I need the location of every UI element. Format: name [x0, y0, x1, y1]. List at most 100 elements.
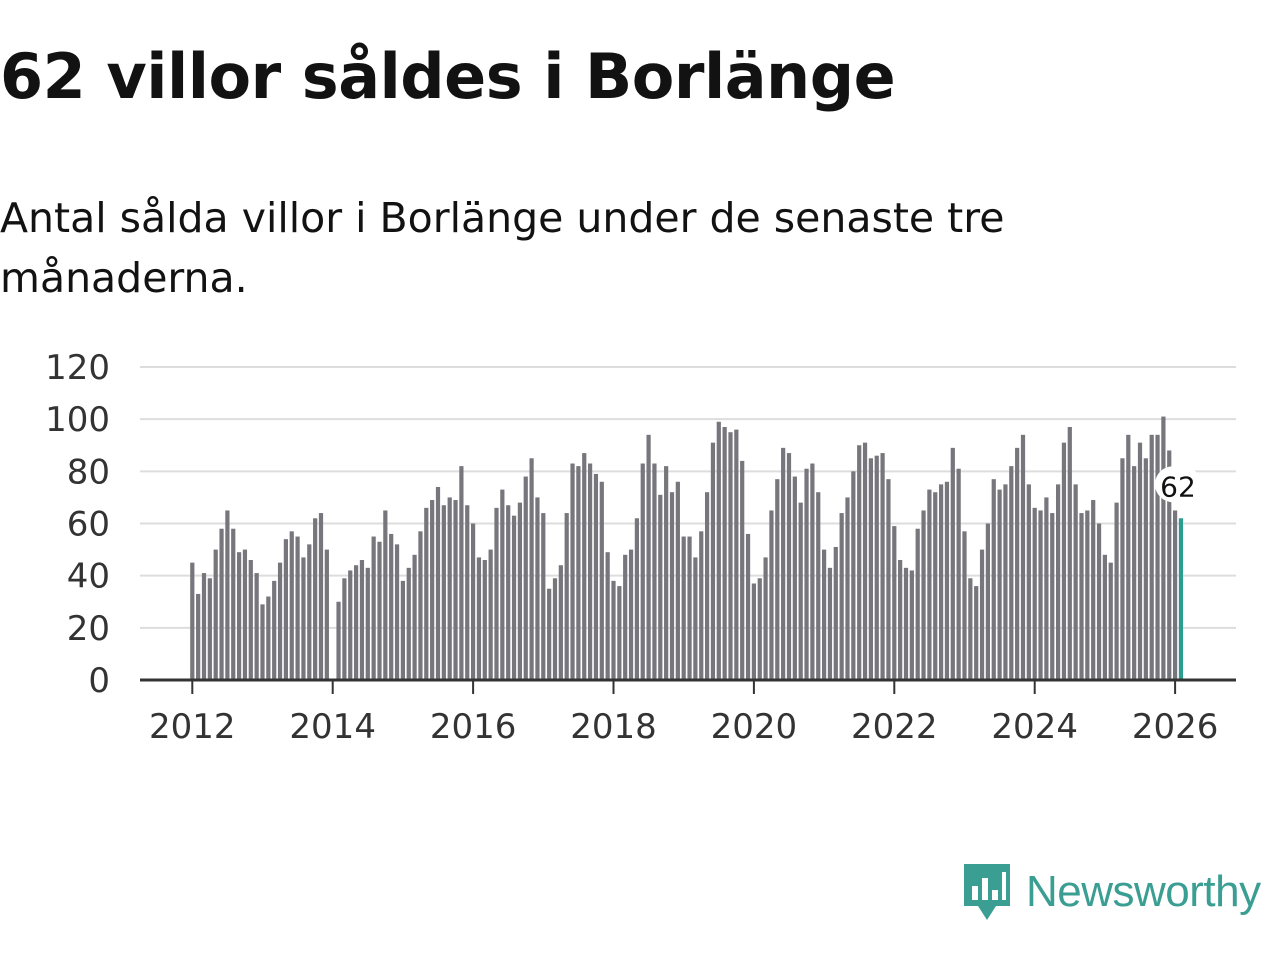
bar	[1079, 513, 1084, 680]
bar	[722, 426, 727, 680]
bar	[383, 510, 388, 680]
bar	[892, 526, 897, 680]
bar	[921, 510, 926, 680]
bar	[1044, 497, 1049, 680]
bar	[283, 539, 288, 680]
bar	[207, 578, 212, 680]
bar	[1038, 510, 1043, 680]
bar	[991, 479, 996, 680]
bar	[511, 515, 517, 680]
bar	[775, 479, 780, 680]
bar	[277, 562, 283, 681]
bar	[745, 533, 751, 680]
y-tick-label: 120	[45, 348, 110, 388]
bar	[213, 549, 218, 680]
bar	[430, 500, 435, 680]
bar	[1050, 513, 1055, 680]
bar	[564, 513, 569, 680]
bar	[886, 479, 891, 680]
bar	[1114, 502, 1119, 680]
bar	[529, 458, 534, 680]
bar	[231, 528, 236, 680]
y-tick-label: 60	[67, 505, 110, 545]
y-tick-label: 20	[67, 609, 110, 649]
bar	[599, 481, 604, 680]
bar	[582, 453, 587, 680]
x-tick-label: 2024	[991, 707, 1078, 747]
bar	[517, 502, 522, 680]
bar	[412, 554, 417, 680]
bar	[248, 560, 253, 680]
bar	[874, 455, 879, 680]
bar	[968, 578, 973, 680]
bar	[552, 578, 558, 680]
bar	[716, 421, 721, 680]
bar	[728, 432, 733, 680]
bar	[1085, 510, 1090, 680]
bar	[547, 588, 552, 680]
bar	[833, 546, 838, 680]
bar	[950, 447, 955, 680]
bar	[447, 497, 452, 680]
bar	[669, 492, 675, 680]
bar	[470, 523, 476, 680]
bar	[541, 513, 546, 680]
bar	[675, 481, 680, 680]
bar	[500, 489, 505, 680]
bar	[693, 557, 698, 680]
bar	[365, 567, 370, 680]
bar	[400, 580, 405, 680]
bar	[236, 552, 242, 680]
bar	[348, 570, 353, 680]
bar	[734, 429, 739, 680]
bar	[1178, 518, 1184, 680]
bar	[927, 489, 932, 680]
bar	[313, 518, 318, 680]
bar	[1161, 416, 1166, 680]
bar	[359, 560, 365, 680]
bar	[482, 560, 487, 680]
bar	[763, 557, 768, 680]
bar	[389, 533, 394, 680]
bar	[219, 528, 224, 680]
bar	[406, 567, 411, 680]
bar	[1167, 450, 1172, 680]
bar	[1073, 484, 1078, 681]
bar	[798, 502, 803, 680]
bar	[1149, 434, 1154, 680]
bar	[1137, 442, 1143, 680]
bar-chart: 0 20 40 60 80 100 120 2012 2014 2016 2018 2020 2022 2…	[45, 348, 1236, 747]
bar	[1091, 500, 1096, 680]
x-tick-label: 2012	[149, 707, 236, 747]
bar	[839, 513, 844, 680]
bar	[851, 471, 856, 680]
bar	[699, 531, 704, 680]
bar	[1026, 484, 1031, 681]
bar	[974, 586, 979, 680]
bar	[868, 458, 873, 680]
bar	[190, 562, 195, 681]
bar	[1120, 458, 1125, 680]
bar	[318, 513, 324, 680]
chart-subtitle: Antal sålda villor i Borlänge under de s…	[0, 194, 1005, 302]
bar	[459, 466, 464, 680]
y-tick-label: 80	[67, 452, 110, 492]
bar	[1003, 484, 1008, 681]
bar	[1032, 507, 1037, 680]
x-tick-label: 2014	[289, 707, 376, 747]
bar	[242, 549, 248, 680]
bar	[225, 510, 230, 680]
bar	[664, 466, 669, 680]
bar	[898, 560, 903, 680]
bar	[1172, 510, 1178, 680]
highlight-value-label: 62	[1160, 470, 1196, 503]
bar	[453, 500, 458, 680]
x-tick-label: 2026	[1132, 707, 1219, 747]
bar	[1096, 523, 1102, 680]
bar	[1015, 447, 1020, 680]
bar	[781, 447, 786, 680]
bar	[1143, 458, 1148, 680]
bar	[751, 583, 756, 680]
bar	[441, 505, 446, 680]
newsworthy-logo: Newsworthy	[962, 862, 1261, 922]
